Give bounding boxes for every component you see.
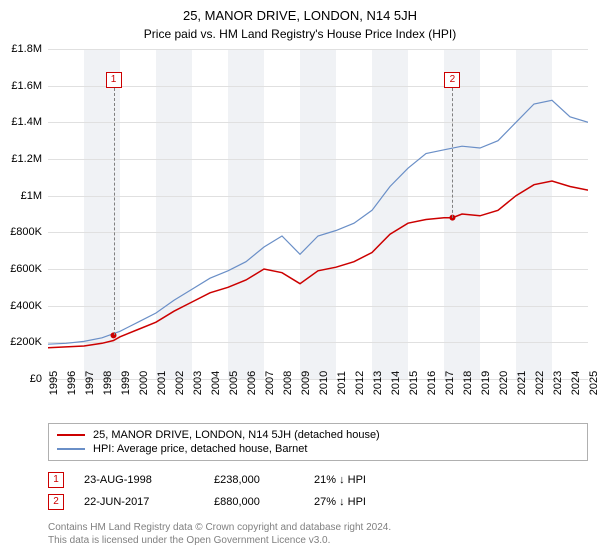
- x-tick-label: 2023: [552, 371, 564, 395]
- x-tick-label: 1997: [84, 371, 96, 395]
- x-tick-label: 2004: [210, 371, 222, 395]
- legend-swatch: [57, 434, 85, 436]
- sale-delta: 27% ↓ HPI: [314, 496, 366, 508]
- x-tick-label: 1996: [66, 371, 78, 395]
- series-line: [48, 181, 588, 348]
- sale-date: 22-JUN-2017: [84, 496, 214, 508]
- x-tick-label: 2001: [156, 371, 168, 395]
- x-tick-label: 2020: [498, 371, 510, 395]
- x-tick-label: 2015: [408, 371, 420, 395]
- x-tick-label: 2000: [138, 371, 150, 395]
- sale-price: £238,000: [214, 474, 314, 486]
- y-tick-label: £200K: [10, 336, 48, 348]
- sale-row-marker: 1: [48, 472, 64, 488]
- series-line: [48, 100, 588, 344]
- x-tick-label: 2018: [462, 371, 474, 395]
- y-tick-label: £600K: [10, 263, 48, 275]
- chart-subtitle: Price paid vs. HM Land Registry's House …: [0, 23, 600, 49]
- plot-area: £0£200K£400K£600K£800K£1M£1.2M£1.4M£1.6M…: [48, 49, 588, 379]
- chart-container: 25, MANOR DRIVE, LONDON, N14 5JH Price p…: [0, 0, 600, 560]
- sale-row: 2 22-JUN-2017£880,00027% ↓ HPI: [48, 491, 588, 513]
- footer-attribution: Contains HM Land Registry data © Crown c…: [48, 521, 588, 547]
- x-tick-label: 2024: [570, 371, 582, 395]
- x-tick-label: 2022: [534, 371, 546, 395]
- x-tick-label: 2007: [264, 371, 276, 395]
- chart-title: 25, MANOR DRIVE, LONDON, N14 5JH: [0, 0, 600, 23]
- y-tick-label: £1M: [21, 190, 48, 202]
- sale-delta: 21% ↓ HPI: [314, 474, 366, 486]
- x-tick-label: 2008: [282, 371, 294, 395]
- sale-marker-2: 2: [444, 72, 460, 88]
- y-tick-label: £400K: [10, 300, 48, 312]
- sale-marker-1: 1: [106, 72, 122, 88]
- x-tick-label: 1999: [120, 371, 132, 395]
- x-axis-labels: 1995199619971998199920002001200220032004…: [48, 379, 588, 417]
- x-tick-label: 2016: [426, 371, 438, 395]
- legend-item: HPI: Average price, detached house, Barn…: [57, 442, 579, 456]
- x-tick-label: 2019: [480, 371, 492, 395]
- y-tick-label: £1.2M: [11, 153, 48, 165]
- sale-row: 1 23-AUG-1998£238,00021% ↓ HPI: [48, 469, 588, 491]
- sale-row-marker: 2: [48, 494, 64, 510]
- legend-label: 25, MANOR DRIVE, LONDON, N14 5JH (detach…: [93, 429, 380, 441]
- y-tick-label: £0: [30, 373, 48, 385]
- x-tick-label: 2003: [192, 371, 204, 395]
- sales-table: 1 23-AUG-1998£238,00021% ↓ HPI 2 22-JUN-201…: [48, 469, 588, 513]
- x-tick-label: 2012: [354, 371, 366, 395]
- x-tick-label: 2002: [174, 371, 186, 395]
- y-tick-label: £1.8M: [11, 43, 48, 55]
- footer-line: This data is licensed under the Open Gov…: [48, 534, 588, 547]
- x-tick-label: 2021: [516, 371, 528, 395]
- x-tick-label: 2017: [444, 371, 456, 395]
- legend-item: 25, MANOR DRIVE, LONDON, N14 5JH (detach…: [57, 428, 579, 442]
- x-tick-label: 1995: [48, 371, 60, 395]
- legend: 25, MANOR DRIVE, LONDON, N14 5JH (detach…: [48, 423, 588, 461]
- x-tick-label: 1998: [102, 371, 114, 395]
- footer-line: Contains HM Land Registry data © Crown c…: [48, 521, 588, 534]
- sale-date: 23-AUG-1998: [84, 474, 214, 486]
- y-tick-label: £1.6M: [11, 80, 48, 92]
- sale-price: £880,000: [214, 496, 314, 508]
- x-tick-label: 2013: [372, 371, 384, 395]
- x-tick-label: 2005: [228, 371, 240, 395]
- legend-label: HPI: Average price, detached house, Barn…: [93, 443, 307, 455]
- x-tick-label: 2014: [390, 371, 402, 395]
- x-tick-label: 2025: [588, 371, 600, 395]
- legend-swatch: [57, 448, 85, 450]
- x-tick-label: 2010: [318, 371, 330, 395]
- y-tick-label: £800K: [10, 226, 48, 238]
- x-tick-label: 2006: [246, 371, 258, 395]
- x-tick-label: 2011: [336, 371, 348, 395]
- x-tick-label: 2009: [300, 371, 312, 395]
- y-tick-label: £1.4M: [11, 116, 48, 128]
